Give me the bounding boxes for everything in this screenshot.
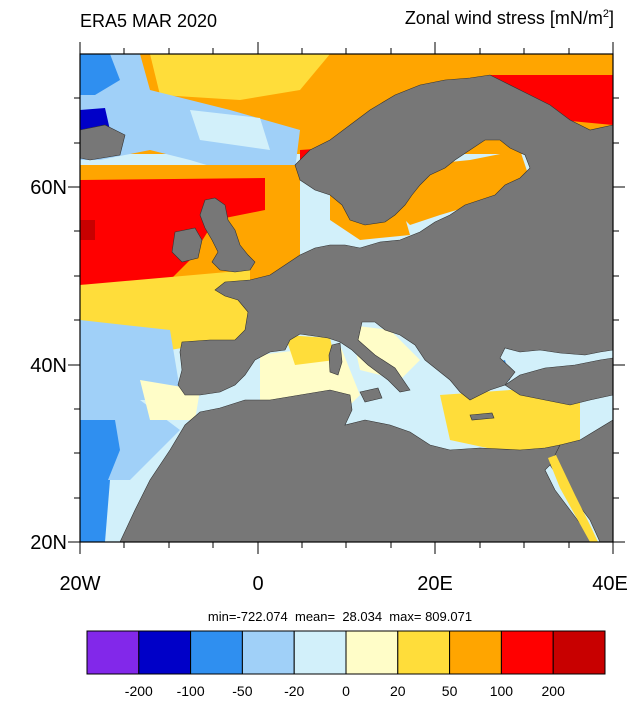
axis-ticks bbox=[68, 42, 625, 554]
land-africa bbox=[119, 389, 596, 542]
lon-label-20e: 20E bbox=[417, 573, 453, 595]
colorbar-label: 0 bbox=[342, 683, 350, 699]
stress-yellow-eastmed bbox=[440, 385, 580, 455]
stress-red-ne bbox=[490, 75, 613, 125]
colorbar-swatch bbox=[86, 630, 140, 675]
colorbar-label: -100 bbox=[176, 683, 205, 699]
map-plot-area bbox=[80, 54, 613, 542]
stress-yellow-north bbox=[150, 54, 330, 100]
colorbar-swatch bbox=[138, 630, 192, 675]
colorbar-label: -50 bbox=[232, 683, 253, 699]
colorbar-swatch bbox=[397, 630, 451, 675]
colorbar-label: 20 bbox=[390, 683, 406, 699]
colorbar-label: -20 bbox=[284, 683, 305, 699]
lat-label-60n: 60N bbox=[30, 177, 67, 199]
stress-yellow-redsea bbox=[548, 455, 598, 542]
colorbar-label: -200 bbox=[124, 683, 153, 699]
lon-label-0: 0 bbox=[252, 573, 264, 595]
colorbar-swatch bbox=[345, 630, 399, 675]
colorbar-label: 50 bbox=[441, 683, 458, 699]
map-title: ERA5 MAR 2020 bbox=[80, 11, 218, 31]
colorbar-swatch bbox=[552, 630, 606, 675]
land-ireland bbox=[171, 227, 203, 263]
lon-label-20w: 20W bbox=[59, 573, 101, 595]
colorbar-swatch bbox=[449, 630, 502, 675]
stress-blue-southwest bbox=[80, 480, 110, 542]
stats-summary: min=-722.074 mean= 28.034 max= 809.071 bbox=[207, 609, 473, 624]
colorbar-swatch bbox=[241, 630, 295, 675]
colorbar-label: 100 bbox=[489, 683, 514, 699]
stress-blue-nw bbox=[80, 54, 120, 95]
land-masses bbox=[80, 54, 613, 542]
land-sardinia bbox=[328, 342, 343, 376]
stress-yellow-gulf-lion bbox=[285, 335, 335, 365]
land-iceland bbox=[80, 124, 126, 161]
lat-label-40n: 40N bbox=[30, 355, 67, 377]
variable-title: Zonal wind stress [mN/m2] bbox=[404, 8, 614, 28]
colorbar-swatch bbox=[500, 630, 554, 675]
land-great-britain bbox=[199, 197, 256, 273]
land-anatolia bbox=[504, 357, 613, 406]
colorbar-swatch bbox=[190, 630, 243, 675]
land-crete bbox=[469, 412, 495, 421]
colorbar-label: 200 bbox=[541, 683, 565, 699]
lon-label-40e: 40E bbox=[592, 573, 628, 595]
land-sicily bbox=[359, 387, 383, 403]
colorbar-swatch bbox=[293, 630, 347, 675]
colorbar bbox=[86, 630, 606, 675]
stress-darkred-atlantic bbox=[80, 220, 95, 240]
stress-paleyellow-adriatic bbox=[350, 325, 420, 380]
lat-label-20n: 20N bbox=[30, 532, 67, 554]
land-eurasia bbox=[177, 54, 613, 401]
stress-lightblue-iberia bbox=[80, 320, 180, 400]
stress-paleblue-nw bbox=[190, 110, 270, 150]
